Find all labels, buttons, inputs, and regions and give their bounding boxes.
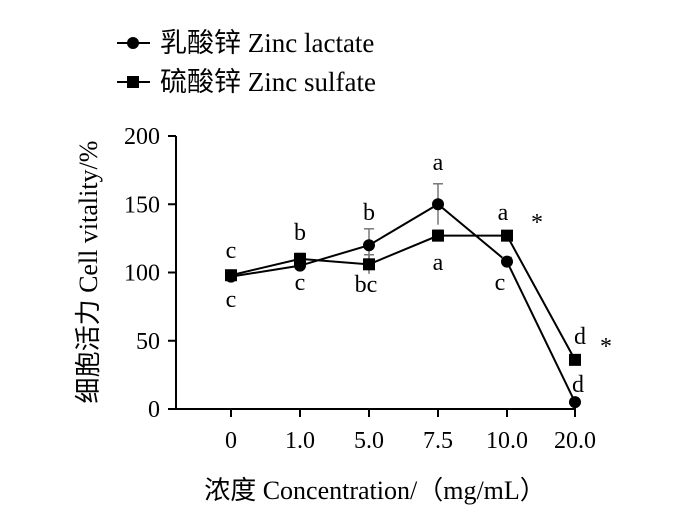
series-layer <box>225 183 581 409</box>
significance-label: a <box>498 200 509 226</box>
significance-label: c <box>495 270 506 296</box>
series-line-0 <box>230 203 576 403</box>
legend-label-zinc-sulfate: 硫酸锌 Zinc sulfate <box>160 67 376 97</box>
x-ticks: 0 1.0 5.0 7.5 10.0 20.0 <box>225 409 596 454</box>
y-tick-label: 0 <box>148 397 160 423</box>
data-point-square <box>225 269 237 282</box>
asterisk-10: * <box>531 210 543 236</box>
x-axis-title: 浓度 Concentration/（mg/mL） <box>204 476 546 505</box>
significance-label: a <box>433 250 444 276</box>
y-tick-label: 150 <box>124 192 160 218</box>
significance-label: bc <box>355 272 378 298</box>
significance-label: c <box>226 287 237 313</box>
x-tick-label: 1.0 <box>285 428 315 454</box>
legend: 乳酸锌 Zinc lactate 硫酸锌 Zinc sulfate <box>117 28 376 97</box>
significance-label: d <box>574 324 586 350</box>
significance-label: b <box>294 220 306 246</box>
x-tick-label: 7.5 <box>423 428 453 454</box>
y-tick-label: 100 <box>124 261 160 287</box>
legend-marker-zinc-sulfate <box>127 76 139 88</box>
data-point-circle <box>569 396 581 409</box>
data-point-circle <box>432 198 444 211</box>
significance-label: b <box>363 200 375 226</box>
series-line-1 <box>230 234 576 361</box>
data-point-circle <box>501 255 513 268</box>
y-axis-title: 细胞活力 Cell vitality/% <box>74 141 103 404</box>
significance-label: d <box>572 372 584 398</box>
legend-label-zinc-lactate: 乳酸锌 Zinc lactate <box>160 28 374 58</box>
data-point-square <box>432 229 444 242</box>
y-tick-label: 50 <box>136 329 160 355</box>
data-point-square <box>363 258 375 271</box>
data-point-square <box>569 353 581 366</box>
legend-marker-zinc-lactate <box>127 37 139 49</box>
y-ticks: 0 50 100 150 200 <box>124 124 176 423</box>
significance-label: a <box>433 150 444 176</box>
x-tick-label: 5.0 <box>354 428 384 454</box>
data-point-square <box>501 229 513 242</box>
asterisk-20: * <box>600 334 612 360</box>
y-tick-label: 200 <box>124 124 160 150</box>
x-tick-label: 10.0 <box>486 428 528 454</box>
data-point-circle <box>363 239 375 252</box>
x-tick-label: 0 <box>225 428 237 454</box>
data-point-square <box>294 252 306 265</box>
significance-label: c <box>226 238 237 264</box>
significance-label: c <box>295 270 306 296</box>
x-tick-label: 20.0 <box>554 428 596 454</box>
